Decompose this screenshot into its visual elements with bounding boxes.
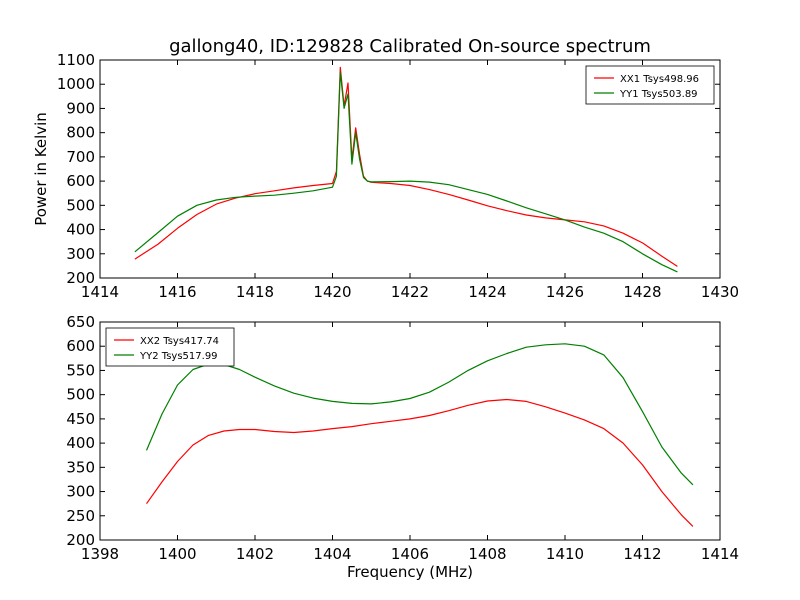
legend-box (105, 327, 235, 367)
legend-label-1: XX2 Tsys417.74 (140, 336, 219, 347)
x-tick-label: 1422 (391, 283, 429, 301)
x-tick-label: 1416 (158, 283, 196, 301)
bottom-plot: 1398 1400 1402 1404 1406 1408 1410 1412 1414 200 2… (66, 313, 739, 581)
legend-label-2: YY1 Tsys503.89 (619, 89, 698, 100)
top-plot: 1414 1416 1418 1420 1422 1424 1426 1428 1430 200 3… (32, 36, 739, 301)
x-tick-label: 1410 (546, 545, 584, 563)
x-tick-label: 1404 (313, 545, 351, 563)
x-tick-label: 1414 (701, 545, 739, 563)
x-tick-label: 1412 (623, 545, 661, 563)
y-tick-label: 650 (66, 313, 95, 331)
legend-box (585, 65, 715, 105)
x-tick-label: 1414 (81, 283, 119, 301)
y-tick-label: 200 (66, 531, 95, 549)
y-tick-label: 450 (66, 410, 95, 428)
x-tick-label: 1428 (623, 283, 661, 301)
chart-title: gallong40, ID:129828 Calibrated On-sourc… (169, 36, 651, 57)
legend-label-1: XX1 Tsys498.96 (620, 74, 699, 85)
x-tick-label: 1430 (701, 283, 739, 301)
y-tick-label: 550 (66, 361, 95, 379)
y-tick-label: 500 (66, 386, 95, 404)
y-tick-label: 400 (66, 221, 95, 239)
y-tick-label: 300 (66, 483, 95, 501)
series-line-1 (146, 398, 694, 527)
y-tick-label: 200 (66, 269, 95, 287)
y-tick-label: 500 (66, 196, 95, 214)
y-tick-label: 600 (66, 172, 95, 190)
y-tick-label: 900 (66, 99, 95, 117)
x-tick-label: 1408 (468, 545, 506, 563)
legend: XX1 Tsys498.96 YY1 Tsys503.89 (585, 65, 715, 105)
legend: XX2 Tsys417.74 YY2 Tsys517.99 (105, 327, 235, 367)
y-tick-label: 250 (66, 507, 95, 525)
x-tick-label: 1406 (391, 545, 429, 563)
y-tick-label: 400 (66, 434, 95, 452)
x-tick-label: 1420 (313, 283, 351, 301)
y-tick-label: 600 (66, 337, 95, 355)
legend-label-2: YY2 Tsys517.99 (139, 351, 218, 362)
x-tick-label: 1424 (468, 283, 506, 301)
y-tick-label: 300 (66, 245, 95, 263)
y-tick-label: 700 (66, 148, 95, 166)
series-line-2 (134, 71, 678, 273)
y-tick-label: 800 (66, 124, 95, 142)
x-tick-label: 1400 (158, 545, 196, 563)
x-tick-label: 1426 (546, 283, 584, 301)
x-axis-label: Frequency (MHz) (347, 563, 473, 581)
y-tick-label: 350 (66, 458, 95, 476)
x-tick-label: 1418 (236, 283, 274, 301)
y-axis-label: Power in Kelvin (32, 112, 50, 226)
y-tick-label: 1000 (57, 75, 95, 93)
y-tick-label: 1100 (57, 51, 95, 69)
x-tick-label: 1398 (81, 545, 119, 563)
x-tick-label: 1402 (236, 545, 274, 563)
